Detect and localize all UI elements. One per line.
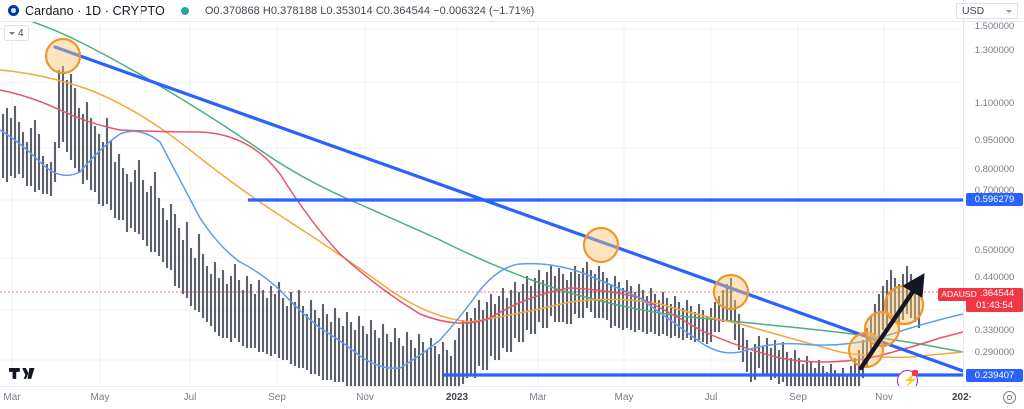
indicator-legend-collapsed[interactable]: 4 [4, 25, 29, 41]
cardano-logo-icon [8, 5, 19, 16]
touch-circle [44, 37, 82, 75]
time-tick: 202· [951, 392, 973, 403]
clock-icon[interactable] [1003, 391, 1016, 404]
price-tick: 0.800000 [974, 164, 1015, 175]
time-tick: Jul [704, 392, 718, 403]
ma-green-line [30, 22, 963, 353]
breakout-arrow [858, 273, 925, 371]
price-tick: 1.100000 [974, 98, 1015, 109]
chart-canvas [0, 22, 963, 386]
currency-label: USD [962, 5, 985, 17]
ma-blue-line [0, 129, 963, 369]
descending-trendline [53, 45, 963, 373]
price-tick: 0.950000 [974, 135, 1015, 146]
grid-lines [0, 22, 963, 386]
time-tick: Mar [3, 392, 21, 403]
currency-selector[interactable]: USD [956, 3, 1018, 19]
price-tick: 0.700000 [974, 185, 1015, 196]
price-axis[interactable]: 1.500000 1.300000 1.100000 0.950000 0.80… [963, 21, 1024, 409]
ohlc-values: O0.370868 H0.378188 L0.353014 C0.364544 … [204, 4, 535, 17]
ma-orange-line [0, 69, 963, 359]
price-tick: 0.330000 [974, 325, 1015, 336]
price-tick: 1.300000 [974, 45, 1015, 56]
bar-countdown: 01:43:54 [976, 300, 1013, 311]
time-tick: Mar [529, 392, 547, 403]
time-tick: Nov [356, 392, 374, 403]
time-tick: Nov [875, 392, 893, 403]
ma-red-line [0, 89, 963, 363]
price-tick: 0.290000 [974, 347, 1015, 358]
resistance-price-badge[interactable]: 0.596279 [966, 193, 1023, 206]
flash-icon: ⚡ [903, 372, 919, 387]
chevron-down-icon [1006, 9, 1012, 13]
chevron-down-icon [9, 31, 15, 35]
support-price-badge[interactable]: 0.239407 [966, 369, 1023, 382]
chart-header: Cardano · 1D · CRYPTO O0.370868 H0.37818… [0, 0, 1024, 22]
touch-circle [712, 273, 750, 311]
last-price-value: 0.364544 [974, 288, 1015, 299]
flash-replay-badge[interactable]: ⚡ [897, 369, 919, 391]
time-axis[interactable]: Mar May Jul Sep Nov 2023 Mar May Jul Sep… [0, 386, 1024, 409]
market-open-dot [180, 6, 189, 15]
time-tick: Sep [268, 392, 286, 403]
header-divider [140, 0, 141, 22]
touch-circle [582, 226, 620, 264]
touch-circle-group [44, 37, 925, 369]
tradingview-logo [9, 368, 35, 379]
alert-dot-icon [912, 369, 918, 376]
time-tick: Sep [789, 392, 807, 403]
price-tick: 0.440000 [974, 272, 1015, 283]
price-tick: 1.500000 [974, 21, 1015, 32]
symbol-title[interactable]: Cardano · 1D · CRYPTO [25, 3, 165, 18]
symbol-price-tag: ADAUSD [938, 288, 980, 301]
price-tick: 0.500000 [974, 245, 1015, 256]
time-tick: Jul [183, 392, 197, 403]
touch-circle [863, 310, 901, 348]
indicator-count: 4 [18, 27, 24, 39]
chart-plot-area[interactable] [0, 22, 963, 386]
time-tick: May [614, 392, 634, 403]
candlestick-series [1, 66, 921, 386]
time-tick: May [90, 392, 110, 403]
time-tick: 2023 [445, 392, 469, 403]
